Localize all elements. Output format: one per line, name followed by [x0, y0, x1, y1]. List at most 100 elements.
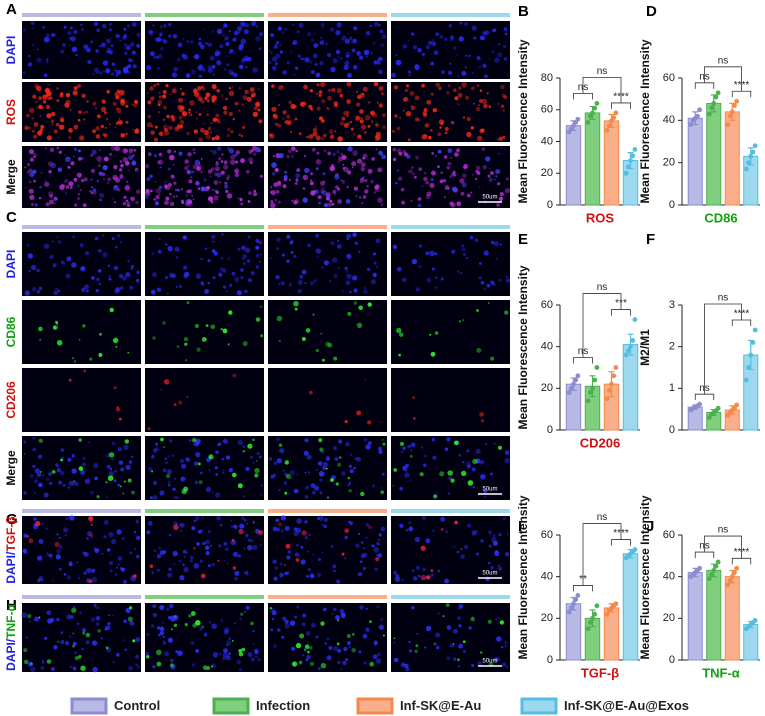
micrograph-speckle — [242, 450, 245, 453]
micrograph-speckle — [290, 146, 296, 152]
group-header-bar — [22, 595, 141, 599]
micrograph-speckle — [38, 104, 43, 110]
micrograph-speckle — [482, 165, 487, 170]
micrograph-speckle — [426, 278, 432, 283]
micrograph-speckle — [238, 31, 241, 34]
micrograph-speckle — [347, 170, 352, 175]
micrograph-speckle — [159, 33, 163, 37]
micrograph-speckle — [154, 549, 157, 552]
panel-letter: J — [646, 518, 654, 535]
micrograph-speckle — [420, 574, 427, 581]
micrograph-speckle — [279, 448, 285, 454]
micrograph-speckle — [305, 631, 311, 636]
bar — [565, 125, 582, 206]
micrograph-speckle — [417, 197, 422, 201]
micrograph-speckle — [228, 468, 233, 473]
micrograph-speckle — [450, 156, 453, 159]
micrograph-speckle — [446, 165, 451, 170]
micrograph-speckle — [278, 443, 283, 447]
micrograph-speckle — [237, 439, 244, 446]
micrograph-speckle — [57, 289, 60, 293]
micrograph-speckle — [276, 628, 281, 632]
micrograph-speckle — [147, 100, 152, 105]
micrograph-speckle — [421, 185, 424, 188]
micrograph-speckle — [377, 150, 383, 155]
micrograph-speckle — [359, 605, 364, 610]
micrograph-speckle — [240, 38, 247, 44]
micrograph-speckle — [88, 516, 94, 522]
micrograph-speckle — [156, 568, 160, 572]
micrograph-speckle — [120, 164, 124, 168]
micrograph-speckle — [399, 332, 404, 337]
micrograph-speckle — [355, 115, 361, 121]
micrograph-speckle — [461, 470, 467, 477]
micrograph-speckle — [115, 287, 121, 293]
micrograph-speckle — [194, 515, 200, 521]
micrograph-speckle — [200, 186, 206, 192]
micrograph-speckle — [181, 463, 187, 469]
micrograph-speckle — [180, 188, 183, 191]
micrograph-speckle — [51, 240, 54, 243]
micrograph-speckle — [162, 94, 167, 99]
data-point — [571, 381, 576, 387]
micrograph — [391, 436, 510, 500]
micrograph-speckle — [195, 273, 202, 279]
micrograph-speckle — [114, 470, 117, 473]
micrograph-speckle — [52, 263, 57, 268]
micrograph-speckle — [309, 89, 313, 93]
micrograph-speckle — [44, 181, 50, 187]
micrograph-speckle — [157, 54, 163, 59]
micrograph-speckle — [326, 194, 331, 199]
micrograph-speckle — [107, 622, 111, 626]
significance-bracket — [704, 66, 742, 92]
micrograph-speckle — [111, 237, 115, 241]
micrograph-speckle — [185, 199, 191, 205]
micrograph-speckle — [82, 456, 86, 460]
micrograph-speckle — [66, 614, 72, 620]
micrograph-speckle — [115, 566, 118, 569]
micrograph-speckle — [472, 458, 478, 465]
y-tick-label: 60 — [541, 529, 553, 541]
micrograph-speckle — [133, 103, 137, 108]
micrograph-speckle — [96, 155, 102, 162]
micrograph-speckle — [125, 132, 128, 136]
micrograph-speckle — [190, 69, 196, 75]
micrograph-speckle — [493, 442, 496, 445]
micrograph-speckle — [170, 628, 173, 631]
micrograph-speckle — [194, 480, 199, 485]
micrograph-speckle — [211, 249, 216, 254]
micrograph-speckle — [69, 36, 73, 40]
micrograph-speckle — [467, 523, 472, 528]
micrograph-speckle — [67, 31, 72, 36]
data-point — [746, 160, 751, 166]
micrograph-speckle — [226, 644, 229, 647]
micrograph — [391, 368, 510, 432]
micrograph-speckle — [373, 191, 376, 194]
micrograph-speckle — [194, 159, 200, 166]
micrograph-speckle — [304, 520, 308, 524]
micrograph-speckle — [404, 472, 410, 478]
micrograph-speckle — [374, 184, 380, 190]
micrograph-speckle — [425, 44, 430, 50]
micrograph — [145, 368, 264, 432]
micrograph-speckle — [193, 461, 199, 466]
micrograph-speckle — [184, 342, 188, 346]
micrograph-speckle — [286, 234, 291, 239]
micrograph-speckle — [58, 545, 63, 549]
micrograph-speckle — [276, 315, 283, 322]
micrograph-speckle — [200, 281, 204, 285]
micrograph-speckle — [408, 526, 414, 532]
micrograph-speckle — [270, 202, 276, 209]
data-point — [713, 94, 719, 100]
micrograph-speckle — [399, 117, 401, 119]
micrograph-speckle — [309, 390, 313, 395]
micrograph-speckle — [235, 150, 240, 155]
micrograph-speckle — [430, 351, 436, 357]
micrograph-speckle — [73, 29, 78, 35]
micrograph-speckle — [296, 168, 301, 173]
micrograph — [268, 603, 387, 672]
micrograph-speckle — [105, 481, 108, 484]
micrograph-speckle — [64, 153, 67, 156]
micrograph-speckle — [82, 324, 86, 328]
micrograph-speckle — [332, 152, 336, 156]
